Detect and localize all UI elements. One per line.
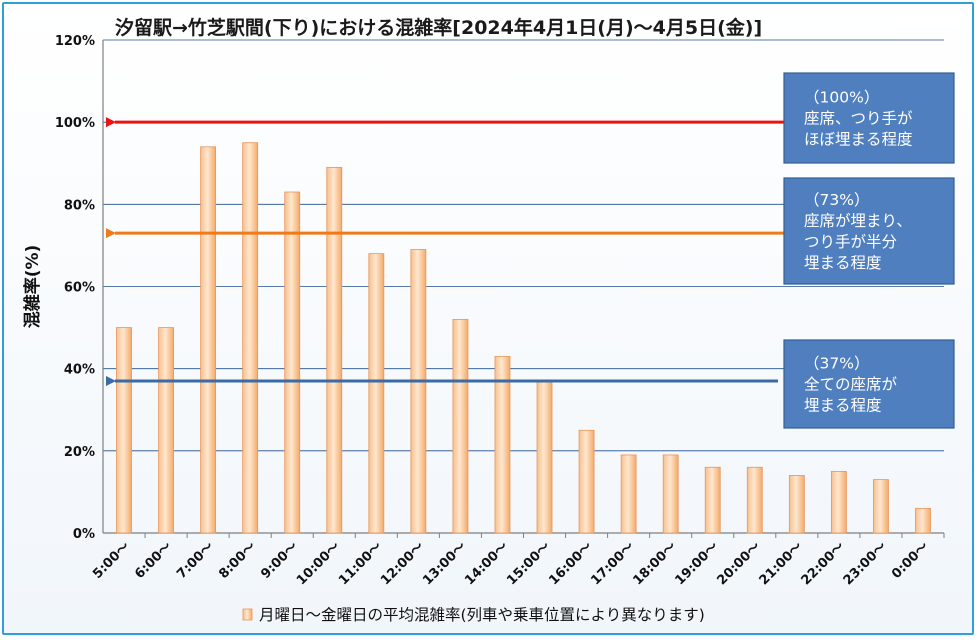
bar bbox=[158, 327, 174, 534]
bar bbox=[284, 191, 301, 534]
x-tick-label: 11:00～ bbox=[336, 539, 385, 588]
bar bbox=[830, 470, 847, 534]
x-tick-label: 14:00～ bbox=[462, 539, 511, 588]
annotation-text: （37%） bbox=[804, 355, 869, 373]
bar bbox=[410, 249, 427, 534]
annotation-text: 埋まる程度 bbox=[804, 254, 882, 272]
x-tick-label: 20:00～ bbox=[715, 539, 764, 588]
bar bbox=[746, 466, 763, 534]
x-tick-label: 12:00～ bbox=[378, 539, 427, 588]
legend-swatch bbox=[242, 608, 253, 621]
x-tick-label: 22:00～ bbox=[799, 539, 848, 588]
bar bbox=[368, 253, 385, 534]
bar bbox=[578, 429, 595, 534]
x-tick-label: 10:00～ bbox=[294, 539, 343, 588]
x-tick-label: 13:00～ bbox=[420, 539, 469, 588]
y-tick-label: 120% bbox=[55, 34, 95, 49]
bar bbox=[116, 327, 132, 534]
x-tick-label: 8:00～ bbox=[216, 539, 259, 582]
annotation-box bbox=[783, 339, 955, 429]
bar bbox=[915, 507, 931, 534]
x-tick-label: 15:00～ bbox=[504, 539, 553, 588]
x-axis-ticks: 5:00～ 6:00～ 7:00～ 8:00～ 9:00～10:00～11:00～12:… bbox=[90, 533, 945, 588]
y-tick-label: 20% bbox=[64, 445, 95, 460]
bar bbox=[536, 380, 553, 534]
x-tick-label: 19:00～ bbox=[672, 539, 721, 588]
bar bbox=[494, 355, 511, 534]
x-tick-label: 6:00～ bbox=[132, 539, 175, 582]
bar bbox=[704, 466, 721, 534]
x-tick-label: 17:00～ bbox=[588, 539, 637, 588]
x-tick-label: 18:00～ bbox=[630, 539, 679, 588]
y-axis-label: 混雑率(%) bbox=[22, 245, 43, 329]
legend-label: 月曜日～金曜日の平均混雑率(列車や乗車位置により異なります) bbox=[259, 606, 705, 624]
x-tick-label: 21:00～ bbox=[757, 539, 806, 588]
legend: 月曜日～金曜日の平均混雑率(列車や乗車位置により異なります) bbox=[242, 606, 705, 624]
bar bbox=[326, 166, 343, 534]
annotation-text: （73%） bbox=[804, 191, 869, 209]
y-tick-label: 100% bbox=[55, 116, 95, 131]
bar bbox=[452, 318, 469, 534]
y-tick-label: 40% bbox=[64, 363, 95, 378]
bar bbox=[662, 454, 679, 534]
x-tick-label: 5:00～ bbox=[90, 539, 133, 582]
bar-series bbox=[116, 142, 931, 534]
y-tick-label: 0% bbox=[73, 527, 95, 542]
chart-title: 汐留駅→竹芝駅間(下り)における混雑率[2024年4月1日(月)～4月5日(金)… bbox=[115, 16, 762, 39]
x-tick-label: 23:00～ bbox=[841, 539, 890, 588]
y-tick-label: 60% bbox=[64, 281, 95, 296]
bar bbox=[788, 475, 805, 534]
x-tick-label: 0:00～ bbox=[889, 539, 932, 582]
annotation-text: （100%） bbox=[804, 89, 879, 107]
y-tick-label: 80% bbox=[64, 198, 95, 213]
annotation-text: 埋まる程度 bbox=[804, 397, 882, 415]
annotation-box bbox=[783, 177, 955, 285]
x-tick-label: 16:00～ bbox=[546, 539, 595, 588]
bar bbox=[620, 454, 637, 534]
annotation-box bbox=[783, 72, 955, 164]
annotation-text: ほぼ埋まる程度 bbox=[804, 131, 913, 149]
annotation-text: 全ての座席が bbox=[804, 376, 898, 394]
x-tick-label: 7:00～ bbox=[174, 539, 217, 582]
bar bbox=[873, 479, 889, 534]
annotation-text: 座席、つり手が bbox=[804, 110, 913, 128]
y-axis-ticks: 0% 20% 40% 60% 80% 100% 120% bbox=[55, 34, 95, 542]
annotation-text: 座席が埋まり、 bbox=[804, 212, 912, 230]
annotation-text: つり手が半分 bbox=[804, 233, 897, 251]
bar bbox=[242, 142, 259, 534]
x-tick-label: 9:00～ bbox=[258, 539, 301, 582]
bar bbox=[200, 146, 217, 534]
